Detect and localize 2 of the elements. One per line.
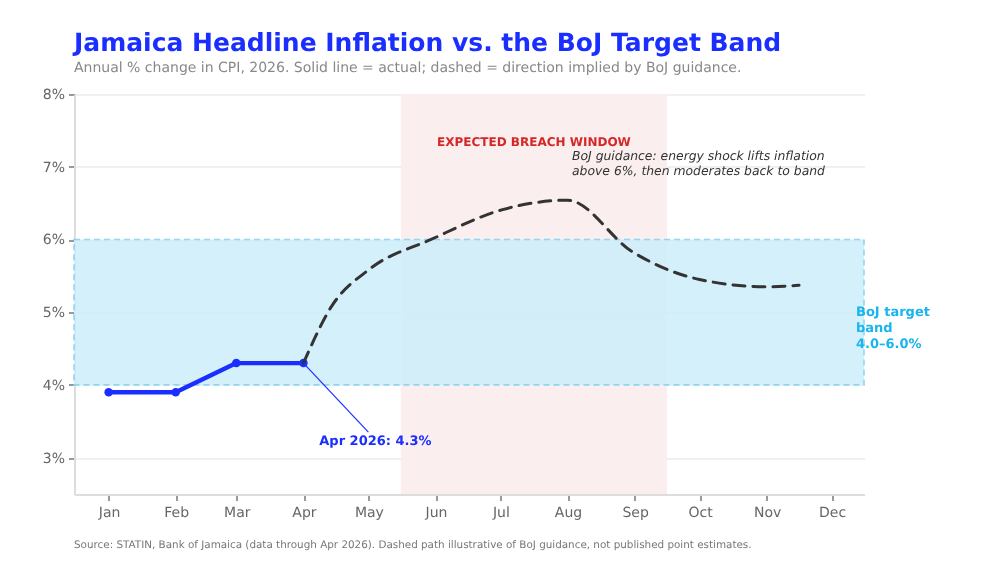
chart-title: Jamaica Headline Inflation vs. the BoJ Target Band xyxy=(72,27,782,57)
line-series xyxy=(301,198,801,365)
